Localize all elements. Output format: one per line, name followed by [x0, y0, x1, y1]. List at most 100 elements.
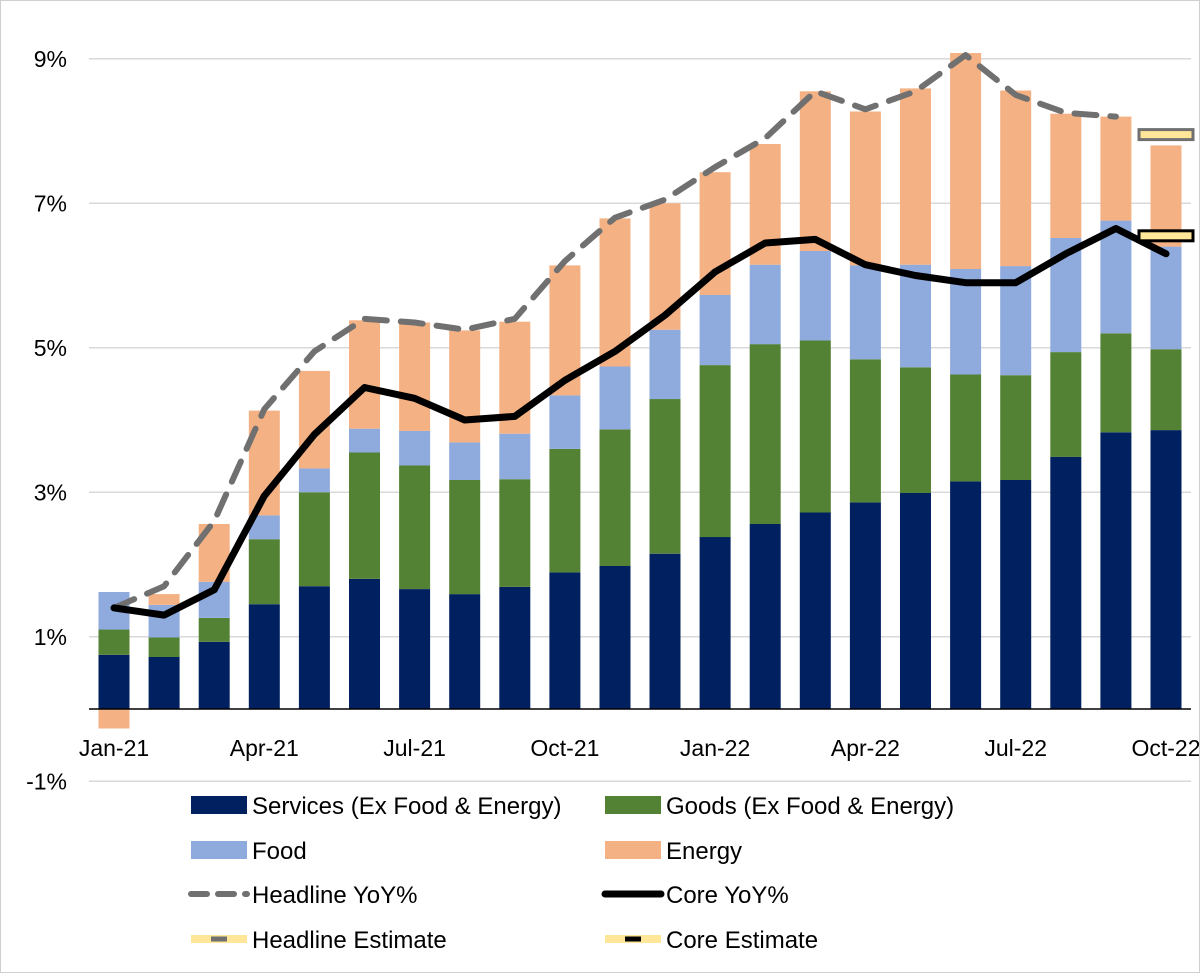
legend-label: Goods (Ex Food & Energy) [666, 793, 954, 820]
bar-services-ex-food-energy [349, 579, 380, 709]
x-tick-label: Jan-22 [680, 735, 750, 761]
bar-food [349, 428, 380, 453]
bar-services-ex-food-energy [399, 589, 431, 709]
bar-services-ex-food-energy [1050, 456, 1082, 709]
y-tick-label: 3% [34, 479, 67, 505]
legend-swatch [191, 796, 247, 814]
bar-services-ex-food-energy [449, 594, 481, 709]
bar-goods-ex-food-energy [148, 637, 180, 657]
bar-goods-ex-food-energy [248, 539, 280, 605]
legend-item-headline-yoy: Headline YoY% [188, 882, 417, 909]
legend-label: Energy [666, 838, 742, 865]
bar-goods-ex-food-energy [98, 629, 130, 655]
marker-core-estimate [1137, 229, 1195, 243]
x-tick-label: Oct-22 [1131, 735, 1199, 761]
legend-item-headline-estimate: Headline Estimate [191, 927, 447, 954]
legend-label: Headline YoY% [252, 882, 417, 909]
bar-food [699, 295, 731, 366]
bar-energy [699, 172, 731, 295]
bar-energy [950, 53, 982, 269]
bar-goods-ex-food-energy [799, 340, 831, 513]
bar-food [248, 515, 280, 540]
bar-goods-ex-food-energy [1150, 349, 1182, 431]
legend-item-core-yoy: Core YoY% [601, 882, 789, 909]
bar-goods-ex-food-energy [198, 618, 230, 642]
bar-services-ex-food-energy [599, 565, 631, 709]
legend-swatch [191, 841, 247, 859]
x-tick-label: Jan-21 [79, 735, 149, 761]
y-tick-label: -1% [26, 768, 67, 794]
bar-services-ex-food-energy [699, 537, 731, 709]
bar-services-ex-food-energy [950, 481, 982, 709]
y-axis-tick-labels: -1% 1% 3% 5% 7% 9% [26, 46, 67, 795]
bar-goods-ex-food-energy [499, 479, 531, 587]
line-core-yoy [110, 225, 1170, 619]
bar-goods-ex-food-energy [749, 344, 781, 524]
bar-services-ex-food-energy [900, 493, 931, 709]
bar-energy [1050, 113, 1082, 238]
bar-services-ex-food-energy [198, 641, 230, 709]
y-tick-label: 7% [34, 190, 67, 216]
bar-food [1150, 246, 1182, 350]
bar-food [649, 329, 681, 400]
legend-item-core-estimate: Core Estimate [605, 927, 818, 954]
bar-services-ex-food-energy [248, 604, 280, 709]
bar-goods-ex-food-energy [900, 367, 931, 493]
x-tick-label: Apr-21 [230, 735, 299, 761]
bar-services-ex-food-energy [148, 657, 180, 709]
x-axis-tick-labels: Jan-21 Apr-21 Jul-21 Oct-21 Jan-22 Apr-22 Jul-… [79, 735, 1199, 761]
bar-goods-ex-food-energy [1000, 375, 1032, 480]
bar-goods-ex-food-energy [349, 452, 380, 579]
bar-food [449, 442, 481, 480]
bar-services-ex-food-energy [749, 524, 781, 709]
legend: Services (Ex Food & Energy) Goods (Ex Foo… [188, 793, 954, 954]
bar-food [549, 395, 581, 449]
y-tick-label: 5% [34, 335, 67, 361]
bar-goods-ex-food-energy [1050, 352, 1082, 457]
bar-goods-ex-food-energy [1100, 333, 1132, 433]
legend-item-services-ex-food-energy: Services (Ex Food & Energy) [191, 793, 561, 820]
bar-food [799, 250, 831, 341]
bar-food [950, 269, 982, 375]
estimate-markers [1137, 128, 1195, 243]
bar-services-ex-food-energy [549, 572, 581, 709]
marker-headline-estimate [1137, 128, 1195, 142]
bar-food [298, 468, 330, 493]
bar-food [599, 366, 631, 430]
bar-energy [349, 320, 380, 429]
bar-services-ex-food-energy [1000, 480, 1032, 709]
legend-swatch [605, 841, 661, 859]
bar-services-ex-food-energy [849, 502, 881, 709]
bar-energy [148, 594, 180, 605]
bar-goods-ex-food-energy [449, 480, 481, 595]
legend-item-goods-ex-food-energy: Goods (Ex Food & Energy) [605, 793, 954, 820]
bar-goods-ex-food-energy [399, 465, 431, 589]
bar-services-ex-food-energy [649, 553, 681, 709]
bar-food [749, 264, 781, 345]
bar-services-ex-food-energy [298, 586, 330, 709]
x-tick-label: Jul-22 [984, 735, 1047, 761]
legend-label: Core YoY% [666, 882, 789, 909]
legend-swatch [605, 796, 661, 814]
bar-energy [98, 709, 130, 729]
bar-energy [900, 88, 931, 265]
bar-energy [399, 322, 431, 431]
x-tick-label: Apr-22 [831, 735, 900, 761]
bar-food [499, 433, 531, 480]
bar-services-ex-food-energy [1150, 430, 1182, 709]
bar-services-ex-food-energy [799, 512, 831, 709]
bar-services-ex-food-energy [1100, 432, 1132, 709]
line-headline-yoy [111, 52, 1119, 611]
bar-food [399, 430, 431, 466]
legend-label: Core Estimate [666, 927, 818, 954]
bar-goods-ex-food-energy [298, 492, 330, 587]
bar-food [900, 264, 931, 368]
legend-label: Headline Estimate [252, 927, 447, 954]
bar-energy [1100, 116, 1132, 221]
y-tick-label: 9% [34, 46, 67, 72]
bar-services-ex-food-energy [98, 654, 130, 709]
bars [89, 53, 1191, 729]
bar-services-ex-food-energy [499, 586, 531, 709]
